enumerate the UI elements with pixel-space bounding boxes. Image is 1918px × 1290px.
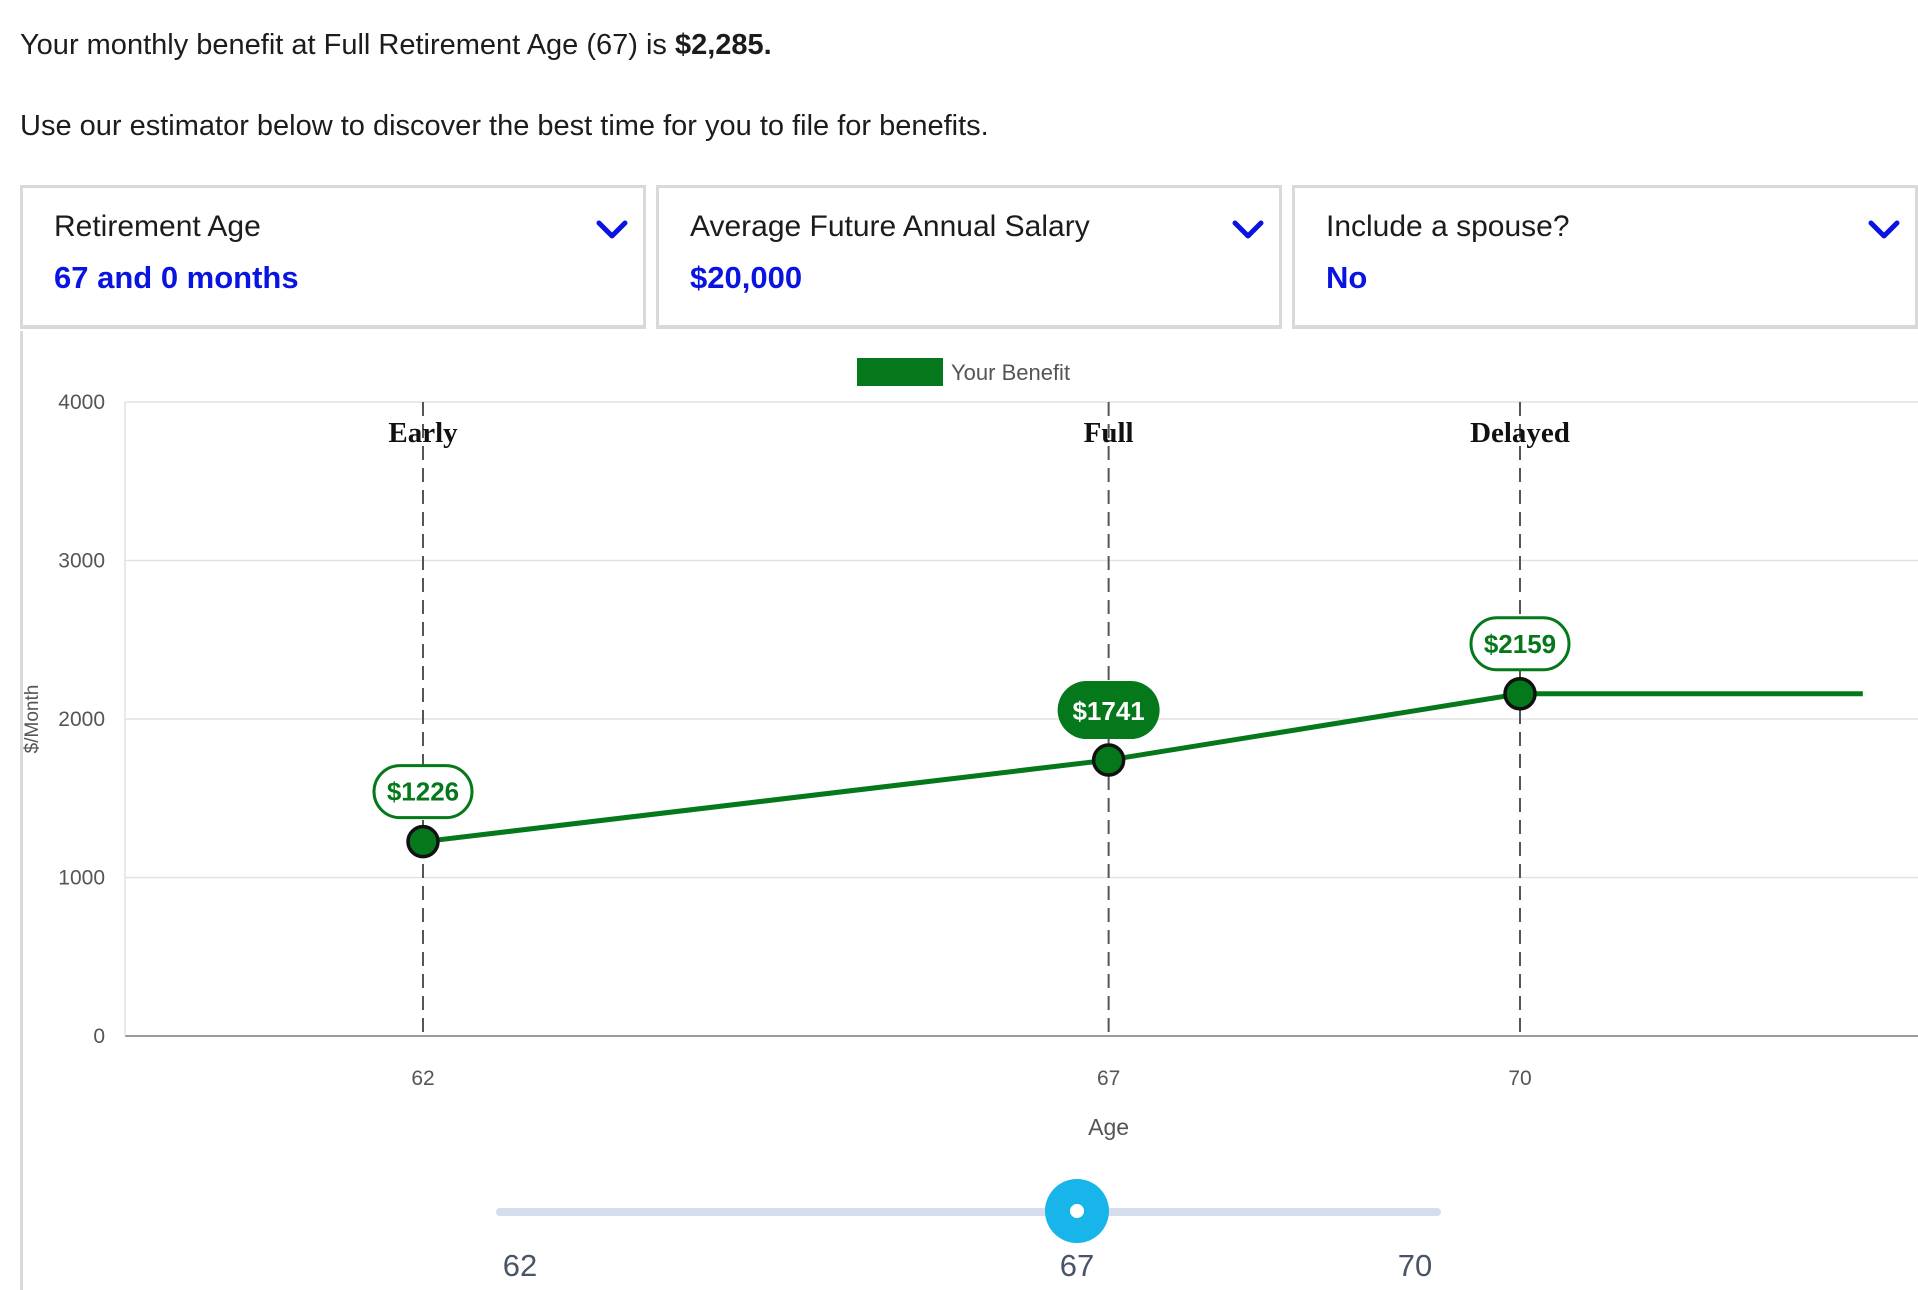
legend-label: Your Benefit — [951, 360, 1070, 385]
marker-heading: Delayed — [1470, 417, 1570, 449]
slider-tick-label: 70 — [1397, 1248, 1433, 1283]
retirement-age-label: Retirement Age — [54, 210, 261, 243]
age-slider: 62 67 70 — [20, 185, 1918, 1290]
benefit-chart: 0 1000 2000 3000 4000 62 67 70 Age $/Month Your Be… — [23, 358, 1918, 1140]
retirement-age-value: 67 and 0 months — [54, 260, 299, 295]
data-point — [406, 824, 440, 859]
value-bubble — [1057, 681, 1160, 740]
filter-bar: Retirement Age 67 and 0 months Average F… — [20, 185, 1918, 335]
chevron-down-icon[interactable] — [1231, 218, 1265, 242]
x-tick-label: 70 — [1508, 1067, 1531, 1090]
x-tick-label: 67 — [1097, 1067, 1120, 1090]
salary-label: Average Future Annual Salary — [690, 210, 1090, 243]
data-point — [1091, 743, 1126, 777]
spouse-dropdown[interactable]: Include a spouse? No — [1292, 185, 1918, 329]
y-tick-label: 3000 — [58, 550, 105, 573]
slider-track[interactable] — [496, 1208, 1441, 1216]
benefit-summary-text: Your monthly benefit at Full Retirement … — [20, 29, 675, 61]
chevron-down-icon[interactable] — [595, 218, 629, 242]
benefit-line — [422, 691, 1863, 845]
value-label: $1741 — [1072, 696, 1144, 726]
salary-value: $20,000 — [690, 260, 803, 295]
y-tick-label: 2000 — [58, 708, 105, 731]
salary-dropdown[interactable]: Average Future Annual Salary $20,000 — [656, 185, 1282, 329]
estimator-instructions: Use our estimator below to discover the … — [20, 110, 989, 142]
retirement-age-dropdown[interactable]: Retirement Age 67 and 0 months — [20, 185, 646, 329]
y-axis-title: $/Month — [23, 685, 43, 754]
x-axis-title: Age — [1088, 1114, 1129, 1140]
value-label: $1226 — [387, 777, 459, 807]
value-bubble — [372, 764, 474, 820]
data-point — [1503, 677, 1537, 711]
y-tick-label: 0 — [93, 1025, 105, 1048]
benefit-summary: Your monthly benefit at Full Retirement … — [20, 29, 772, 62]
benefit-estimator: Retirement Age 67 and 0 months Average F… — [20, 185, 1918, 1290]
spouse-label: Include a spouse? — [1326, 210, 1570, 243]
chart-panel: 0 1000 2000 3000 4000 62 67 70 Age $/Month Your Be… — [20, 331, 1918, 1290]
y-tick-label: 1000 — [58, 867, 105, 890]
value-label: $2159 — [1484, 629, 1556, 659]
slider-thumb[interactable] — [1045, 1179, 1109, 1243]
marker-heading: Full — [1084, 417, 1134, 449]
slider-tick-label: 67 — [1059, 1248, 1095, 1283]
value-bubble — [1469, 616, 1571, 672]
legend-swatch — [857, 358, 943, 386]
slider-thumb-dot — [1070, 1204, 1084, 1218]
chevron-down-icon[interactable] — [1867, 218, 1901, 242]
spouse-value: No — [1326, 260, 1368, 295]
x-tick-label: 62 — [411, 1067, 434, 1090]
benefit-amount: $2,285. — [674, 29, 772, 61]
marker-heading: Early — [388, 417, 458, 449]
y-tick-label: 4000 — [58, 391, 105, 414]
slider-tick-label: 62 — [502, 1248, 538, 1283]
